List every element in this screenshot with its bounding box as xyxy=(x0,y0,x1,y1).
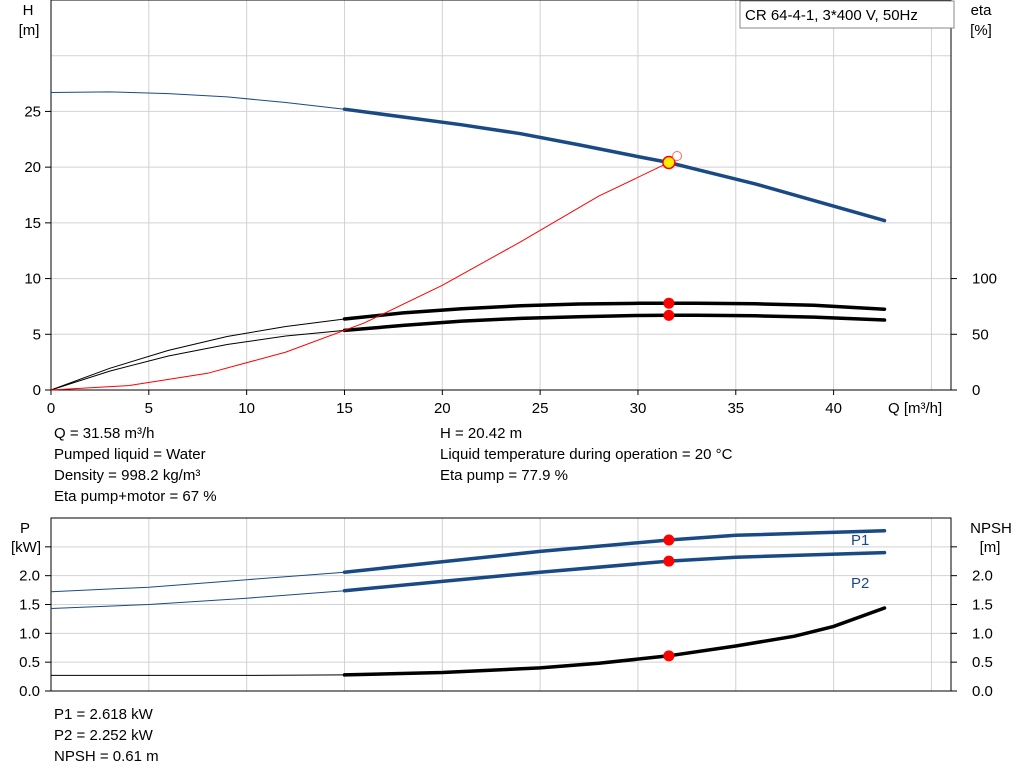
x-tick-label: 40 xyxy=(825,400,842,417)
y-tick-label: 20 xyxy=(24,159,41,176)
p-axis-unit: [kW] xyxy=(11,539,41,556)
info-eta-pump: Eta pump = 77.9 % xyxy=(440,467,568,484)
info-eta-pump-motor: Eta pump+motor = 67 % xyxy=(54,488,217,505)
h-curve-thick xyxy=(342,107,887,223)
npsh-axis-label: NPSH xyxy=(970,520,1012,537)
y-tick-label: 10 xyxy=(24,271,41,288)
info-p1: P1 = 2.618 kW xyxy=(54,706,153,723)
eta-tick-label: 0 xyxy=(972,382,980,399)
plot-frame-top xyxy=(50,0,952,391)
info-liquid-temperature: Liquid temperature during operation = 20… xyxy=(440,446,733,463)
info-q: Q = 31.58 m³/h xyxy=(54,425,155,442)
x-tick-label: 20 xyxy=(434,400,451,417)
info-h: H = 20.42 m xyxy=(440,425,523,442)
x-tick-label: 25 xyxy=(532,400,549,417)
x-tick-label: 0 xyxy=(47,400,55,417)
power-operating-marker xyxy=(663,555,675,567)
p-axis-label: P xyxy=(20,520,30,537)
info-npsh: NPSH = 0.61 m xyxy=(54,748,159,765)
x-tick-label: 15 xyxy=(336,400,353,417)
eta-total-curve-thin xyxy=(50,329,345,391)
y-tick-label: 0 xyxy=(33,382,41,399)
npsh-curve-thin xyxy=(51,674,345,676)
title-box xyxy=(739,0,955,29)
chart-title: CR 64-4-1, 3*400 V, 50Hz xyxy=(745,7,918,24)
x-tick-label: 5 xyxy=(145,400,153,417)
npsh-tick-label: 1.0 xyxy=(972,625,993,642)
y-tick-label: 5 xyxy=(33,326,41,343)
eta-pump-curve-thick xyxy=(342,301,887,321)
y-tick-label: 15 xyxy=(24,215,41,232)
npsh-axis-unit: [m] xyxy=(980,539,1001,556)
npsh-tick-label: 0.5 xyxy=(972,654,993,671)
p1-curve-thick xyxy=(342,528,887,574)
x-axis-label: Q [m³/h] xyxy=(888,400,942,417)
info-p2: P2 = 2.252 kW xyxy=(54,727,153,744)
eta-pump-curve-thin xyxy=(50,318,345,391)
p1-series-label: P1 xyxy=(851,532,869,549)
p2-series-label: P2 xyxy=(851,575,869,592)
eta-tick-label: 100 xyxy=(972,271,997,288)
eta-axis-label: eta xyxy=(971,2,993,19)
eta-tick-label: 50 xyxy=(972,326,989,343)
info-block-bottom: P1 = 2.618 kW P2 = 2.252 kW NPSH = 0.61 … xyxy=(54,704,159,767)
eta-operating-marker xyxy=(663,309,675,321)
eta-axis-unit: [%] xyxy=(970,22,992,39)
p2-curve-thin xyxy=(50,590,345,609)
p-tick-label: 0.5 xyxy=(19,654,40,671)
x-tick-label: 35 xyxy=(727,400,744,417)
info-block-top-left: Q = 31.58 m³/h Pumped liquid = Water Den… xyxy=(54,423,217,507)
x-tick-label: 10 xyxy=(238,400,255,417)
npsh-curve-thick xyxy=(342,606,887,677)
p-tick-label: 2.0 xyxy=(19,568,40,585)
p-tick-label: 1.5 xyxy=(19,597,40,614)
eta-operating-marker xyxy=(663,297,675,309)
y-tick-label: 25 xyxy=(24,103,41,120)
p-tick-label: 0.0 xyxy=(19,683,40,700)
npsh-required-curve-curve-thin xyxy=(50,155,678,391)
h-curve-thin xyxy=(50,91,345,110)
power-operating-marker xyxy=(663,650,675,662)
p-tick-label: 1.0 xyxy=(19,625,40,642)
power-operating-marker xyxy=(663,534,675,546)
npsh-tick-label: 2.0 xyxy=(972,568,993,585)
p2-curve-thick xyxy=(342,550,887,593)
info-pumped-liquid: Pumped liquid = Water xyxy=(54,446,206,463)
p1-curve-thin xyxy=(50,571,345,593)
y-axis-label: H xyxy=(23,2,34,19)
y-axis-unit: [m] xyxy=(19,22,40,39)
x-tick-label: 30 xyxy=(630,400,647,417)
eta-total-curve-thick xyxy=(342,313,887,333)
npsh-tick-label: 1.5 xyxy=(972,597,993,614)
requested-point-marker xyxy=(672,151,683,161)
info-density: Density = 998.2 kg/m³ xyxy=(54,467,201,484)
duty-point-marker xyxy=(662,155,676,170)
info-block-top-right: H = 20.42 m Liquid temperature during op… xyxy=(440,423,732,486)
npsh-tick-label: 0.0 xyxy=(972,683,993,700)
